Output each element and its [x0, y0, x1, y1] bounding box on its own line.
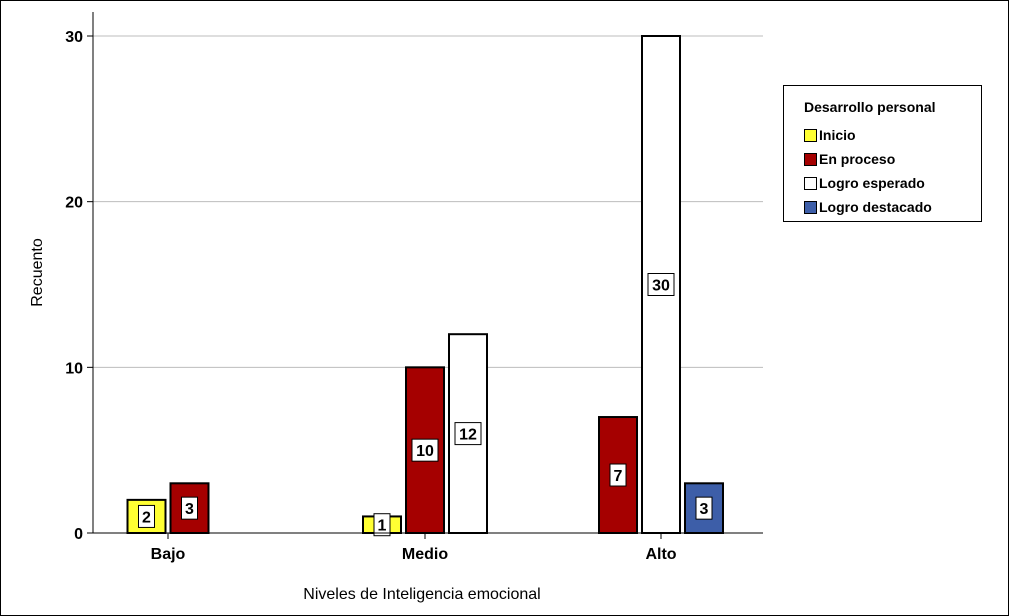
data-label-box [138, 504, 155, 528]
x-tick-label-alto: Alto [645, 546, 676, 563]
x-axis-label: Niveles de Inteligencia emocional [303, 586, 540, 603]
x-tick-label-bajo: Bajo [151, 546, 186, 563]
data-label-box [695, 496, 713, 520]
x-axis-ticks: Bajo Medio Alto [151, 533, 677, 563]
legend-swatch [804, 176, 817, 190]
legend-swatch [804, 128, 817, 142]
legend-item-en-proceso: En proceso [804, 149, 895, 169]
legend-swatch [804, 152, 817, 166]
y-axis-ticks: 0 10 20 30 [65, 29, 93, 543]
legend-title: Desarrollo personal [804, 99, 936, 115]
data-label-box [411, 438, 439, 462]
legend-item-logro-esperado: Logro esperado [804, 173, 925, 193]
legend-item-inicio: Inicio [804, 125, 856, 145]
legend-label: Logro destacado [819, 199, 932, 215]
data-label: 12 [459, 427, 477, 444]
data-label: 7 [614, 468, 623, 485]
data-label: 10 [416, 443, 434, 460]
data-label-box [647, 273, 675, 296]
y-axis-label: Recuento [29, 238, 46, 307]
legend-label: En proceso [819, 151, 896, 167]
legend-swatch [804, 200, 817, 214]
data-label: 1 [378, 518, 387, 535]
y-tick-label: 0 [74, 526, 83, 543]
y-tick-label: 10 [65, 360, 83, 377]
legend-label: Logro esperado [819, 175, 925, 191]
data-label-box [609, 463, 627, 487]
legend: Desarrollo personal Inicio En proceso Logr… [783, 85, 982, 222]
x-tick-label-medio: Medio [402, 546, 448, 563]
data-label: 2 [142, 509, 151, 526]
data-label: 3 [185, 501, 194, 518]
data-label: 3 [700, 501, 709, 518]
legend-item-logro-destacado: Logro destacado [804, 197, 932, 217]
data-label-box [454, 422, 482, 446]
bars: 2 3 1 10 12 7 30 3 [126, 35, 724, 537]
data-label-box [181, 496, 198, 520]
y-tick-label: 20 [65, 195, 83, 212]
legend-label: Inicio [819, 127, 856, 143]
bar-en-proceso-alto [598, 416, 638, 534]
data-label-box [373, 513, 391, 537]
data-label: 30 [652, 278, 670, 295]
y-tick-label: 30 [65, 29, 83, 46]
